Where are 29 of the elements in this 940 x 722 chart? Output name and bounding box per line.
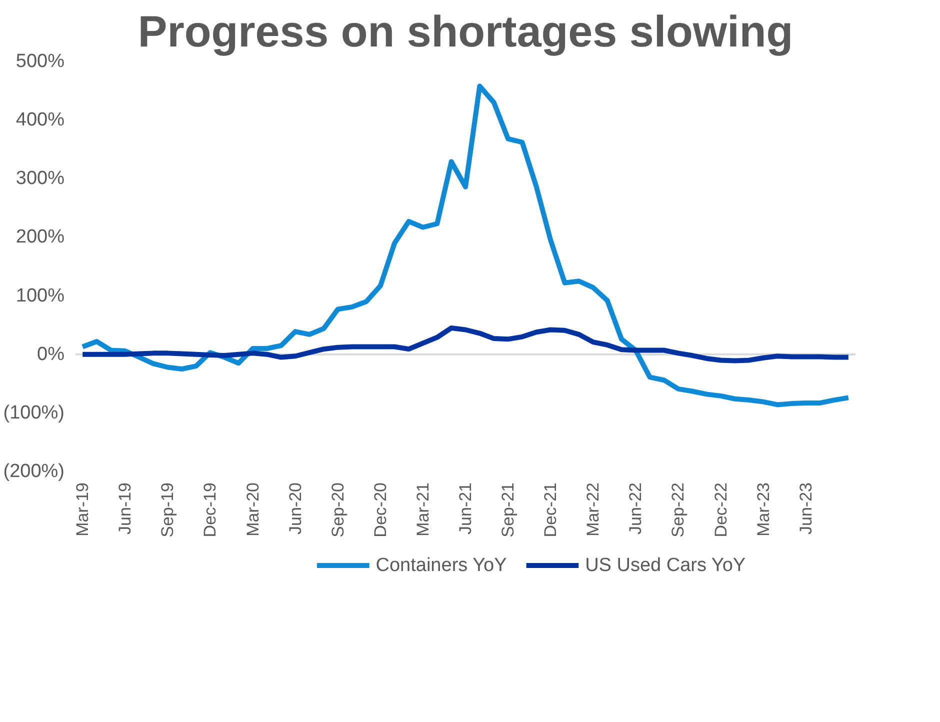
chart-title: Progress on shortages slowing [138, 8, 794, 56]
y-tick-label: 500% [16, 51, 65, 72]
x-tick-label: Mar-22 [584, 482, 603, 536]
x-tick-label: Mar-21 [413, 482, 432, 536]
x-tick-label: Sep-22 [668, 482, 688, 538]
y-tick-label: 100% [16, 285, 65, 306]
x-tick-label: Dec-21 [541, 482, 560, 538]
x-tick-label: Jun-21 [456, 482, 475, 534]
x-tick-label: Mar-19 [73, 482, 92, 536]
x-tick-label: Mar-20 [243, 482, 262, 536]
y-tick-label: 400% [16, 110, 65, 131]
y-tick-label: 0% [37, 344, 65, 365]
legend-label: Containers YoY [376, 555, 508, 576]
x-tick-label: Sep-21 [498, 482, 518, 538]
x-tick-label: Sep-19 [158, 482, 178, 538]
y-tick-label: 200% [16, 226, 65, 248]
x-tick-label: Dec-19 [200, 482, 220, 538]
y-tick-label: 300% [16, 168, 65, 190]
x-tick-label: Jun-20 [286, 482, 305, 534]
x-tick-label: Jun-19 [116, 482, 135, 534]
y-tick-label: (100%) [3, 402, 64, 424]
x-tick-label: Jun-22 [626, 482, 646, 534]
x-tick-label: Jun-23 [796, 482, 816, 534]
y-tick-label: (200%) [3, 461, 64, 482]
x-tick-label: Mar-23 [754, 482, 773, 536]
x-tick-label: Sep-20 [328, 482, 348, 538]
x-tick-label: Dec-22 [711, 482, 730, 538]
legend-label: US Used Cars YoY [585, 555, 746, 576]
x-tick-label: Dec-20 [370, 482, 390, 538]
